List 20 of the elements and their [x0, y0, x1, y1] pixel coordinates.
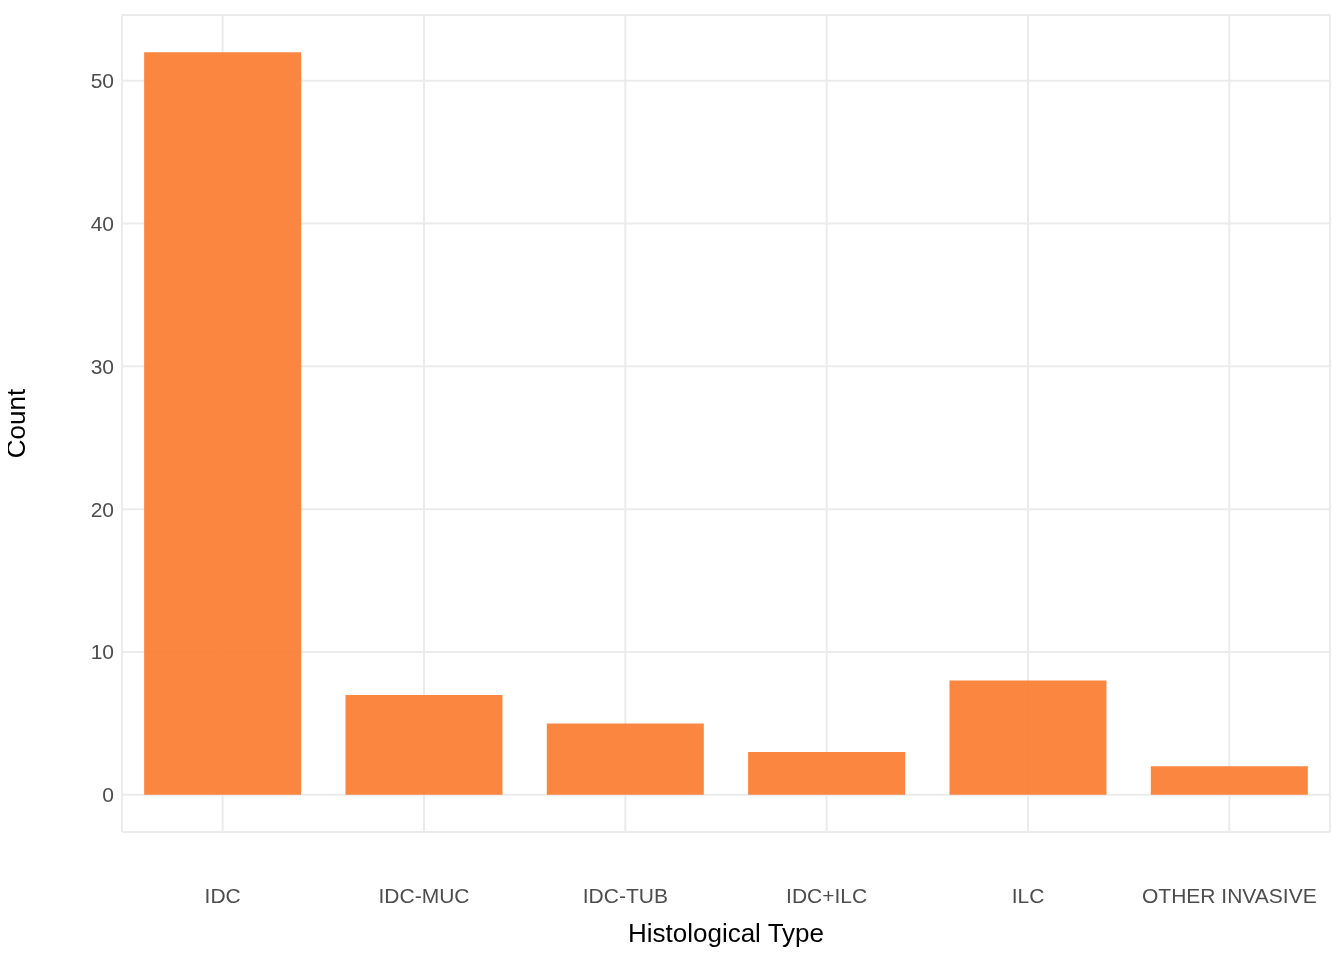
- y-tick-label: 10: [90, 640, 114, 664]
- bar: [949, 680, 1107, 795]
- x-tick-label: OTHER INVASIVE: [1142, 883, 1317, 907]
- y-tick-label: 20: [90, 497, 114, 521]
- bar: [144, 52, 302, 795]
- y-axis-title: Count: [1, 388, 32, 459]
- x-tick-label: IDC+ILC: [786, 883, 868, 907]
- x-tick-label: IDC-TUB: [582, 883, 668, 907]
- y-tick-label: 50: [90, 69, 114, 93]
- y-tick-label: 0: [102, 783, 114, 807]
- x-tick-label: ILC: [1011, 883, 1045, 907]
- bar: [345, 694, 503, 795]
- bar: [748, 752, 906, 795]
- y-tick-label: 30: [90, 354, 114, 378]
- y-tick-label: 40: [90, 211, 114, 235]
- x-tick-label: IDC: [204, 883, 241, 907]
- bar: [1150, 766, 1308, 795]
- bar: [546, 723, 704, 795]
- x-tick-label: IDC-MUC: [378, 883, 470, 907]
- x-axis-title: Histological Type: [627, 918, 825, 948]
